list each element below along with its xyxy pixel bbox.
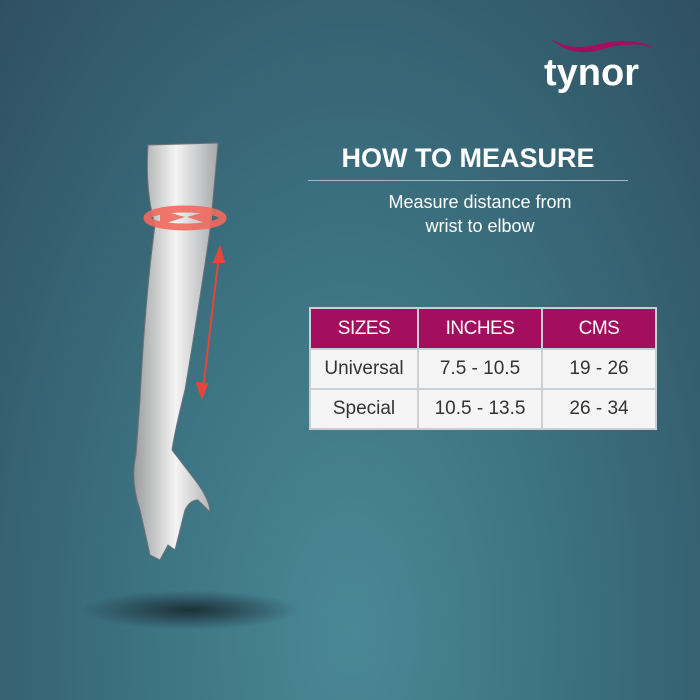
circumference-arrows-icon: [143, 205, 227, 231]
header-cms: CMS: [541, 307, 657, 350]
cms-cell: 19 - 26: [541, 348, 657, 390]
cms-cell: 26 - 34: [541, 388, 657, 430]
inches-cell: 7.5 - 10.5: [417, 348, 543, 390]
length-arrow-icon: [195, 245, 226, 400]
table-row: Special 10.5 - 13.5 26 - 34: [309, 388, 657, 430]
arm-illustration: [133, 142, 227, 561]
page-title: HOW TO MEASURE: [341, 143, 595, 173]
logo-swoosh-icon: [550, 38, 655, 53]
size-cell: Universal: [309, 348, 419, 390]
logo-text: tynor: [544, 52, 639, 94]
instructions: Measure distance from wrist to elbow: [330, 190, 630, 238]
arm-shadow: [80, 590, 300, 630]
table-row: Universal 7.5 - 10.5 19 - 26: [309, 348, 657, 390]
instructions-line-2: wrist to elbow: [425, 216, 535, 236]
header-sizes: SIZES: [309, 307, 419, 350]
tynor-logo: tynor: [540, 30, 660, 100]
size-chart-table: SIZES INCHES CMS Universal 7.5 - 10.5 19…: [309, 307, 657, 430]
instructions-line-1: Measure distance from: [388, 192, 572, 212]
size-cell: Special: [309, 388, 419, 430]
header-inches: INCHES: [417, 307, 543, 350]
inches-cell: 10.5 - 13.5: [417, 388, 543, 430]
title-divider: [308, 180, 628, 181]
table-header-row: SIZES INCHES CMS: [309, 307, 657, 350]
